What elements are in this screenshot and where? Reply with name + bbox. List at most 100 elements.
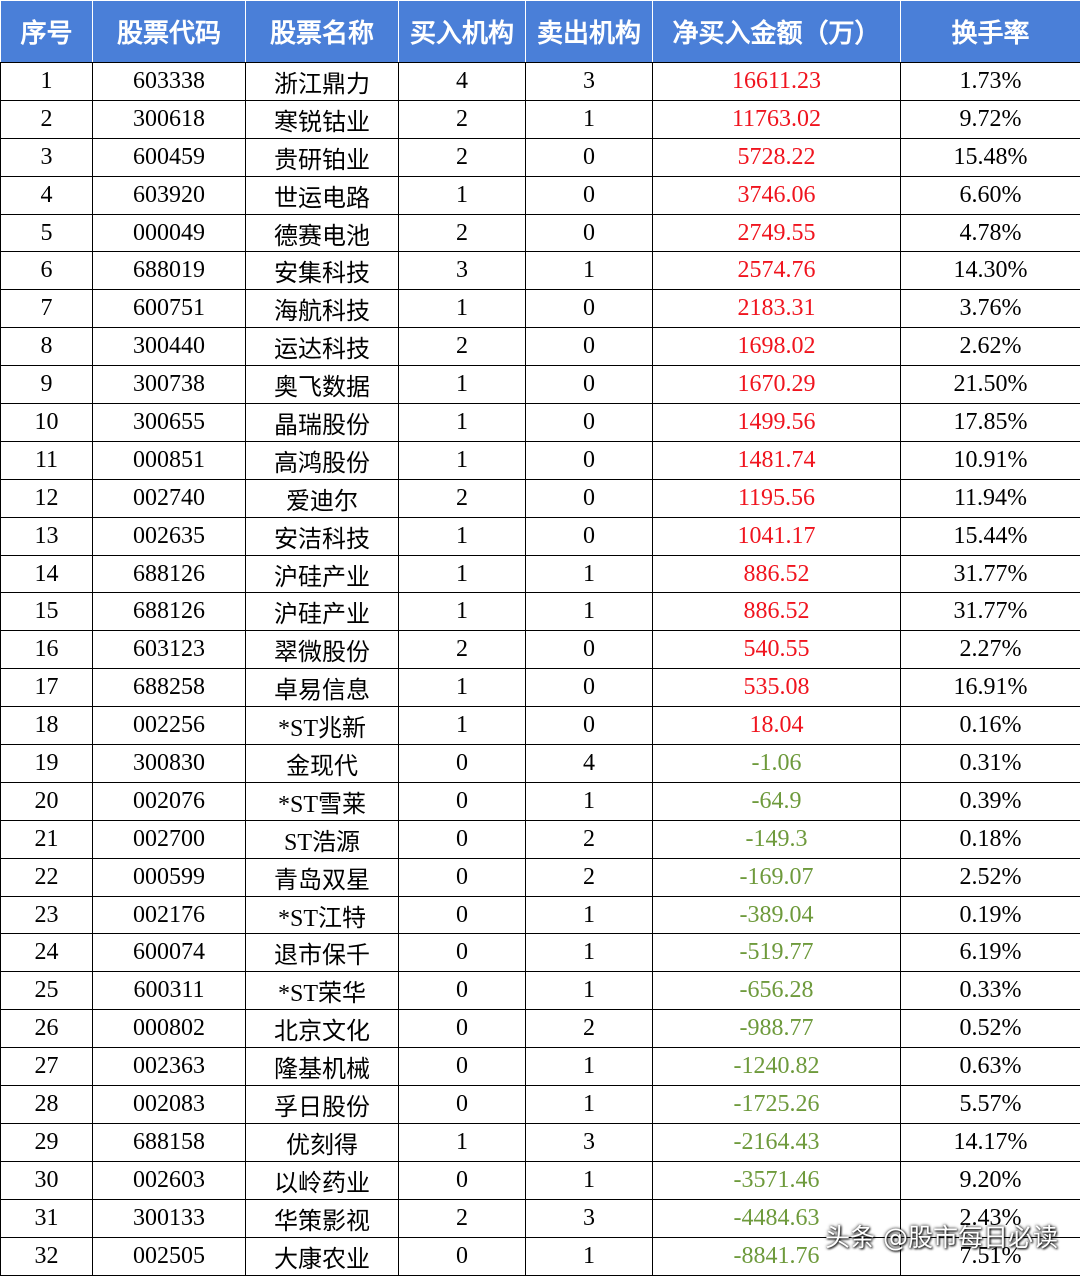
table-cell: 0.31% (900, 744, 1080, 783)
table-cell: *ST兆新 (245, 706, 399, 746)
header-row: 序号 股票代码 股票名称 买入机构 卖出机构 净买入金额（万） 换手率 (0, 0, 1080, 63)
table-cell: 7 (0, 289, 93, 329)
table-cell: 688126 (92, 554, 246, 594)
table-row: 26 000802 北京文化 0 2 -988.77 0.52% (0, 1009, 1080, 1049)
table-cell: 金现代 (245, 744, 399, 783)
table-cell: 4.78% (900, 213, 1080, 253)
table-cell: 孚日股份 (245, 1085, 399, 1124)
table-cell: 1 (525, 895, 653, 935)
header-cell: 卖出机构 (525, 0, 653, 63)
table-cell: 北京文化 (245, 1009, 399, 1049)
table-cell: 15.44% (900, 516, 1080, 556)
table-row: 10 300655 晶瑞股份 1 0 1499.56 17.85% (0, 403, 1080, 442)
table-cell: 19 (0, 744, 93, 783)
table-cell: 1 (398, 365, 526, 405)
table-cell: -656.28 (652, 971, 901, 1011)
table-cell: 1041.17 (652, 516, 901, 556)
table-cell: ST浩源 (245, 819, 399, 859)
table-cell: 德赛电池 (245, 213, 399, 253)
table-row: 18 002256 *ST兆新 1 0 18.04 0.16% (0, 706, 1080, 746)
table-cell: -1.06 (652, 744, 901, 783)
table-cell: 2 (398, 1198, 526, 1238)
table-cell: 0 (398, 1085, 526, 1124)
table-cell: 0 (398, 1009, 526, 1049)
table-cell: 2.52% (900, 857, 1080, 897)
table-cell: 世运电路 (245, 175, 399, 215)
table-cell: 18 (0, 706, 93, 746)
table-cell: 0 (525, 289, 653, 329)
table-cell: 1 (398, 554, 526, 594)
table-cell: 688019 (92, 251, 246, 291)
table-row: 7 600751 海航科技 1 0 2183.31 3.76% (0, 289, 1080, 329)
table-cell: 20 (0, 781, 93, 821)
table-cell: 7.51% (900, 1236, 1080, 1276)
table-cell: 奥飞数据 (245, 365, 399, 405)
table-cell: 25 (0, 971, 93, 1011)
table-cell: 0 (525, 668, 653, 708)
table-cell: *ST雪莱 (245, 781, 399, 821)
table-cell: 300738 (92, 365, 246, 405)
table-cell: -169.07 (652, 857, 901, 897)
table-row: 28 002083 孚日股份 0 1 -1725.26 5.57% (0, 1085, 1080, 1124)
table-cell: 15.48% (900, 137, 1080, 177)
table-cell: 000802 (92, 1009, 246, 1049)
table-cell: 2 (398, 478, 526, 518)
table-row: 11 000851 高鸿股份 1 0 1481.74 10.91% (0, 440, 1080, 480)
table-cell: 603338 (92, 62, 246, 101)
table-cell: 002740 (92, 478, 246, 518)
table-cell: -3571.46 (652, 1160, 901, 1200)
table-cell: 1 (525, 933, 653, 973)
table-cell: 17 (0, 668, 93, 708)
table-cell: 青岛双星 (245, 857, 399, 897)
table-cell: 2.27% (900, 630, 1080, 670)
table-cell: 华策影视 (245, 1198, 399, 1238)
table-cell: 0 (525, 137, 653, 177)
watermark: 头条 @股市每日必读 (825, 1223, 1058, 1252)
table-cell: -1725.26 (652, 1085, 901, 1124)
table-cell: -8841.76 (652, 1236, 901, 1276)
table-row: 4 603920 世运电路 1 0 3746.06 6.60% (0, 175, 1080, 215)
table-cell: 5 (0, 213, 93, 253)
table-cell: 21.50% (900, 365, 1080, 405)
table-cell: 翠微股份 (245, 630, 399, 670)
table-row: 21 002700 ST浩源 0 2 -149.3 0.18% (0, 819, 1080, 859)
table-cell: 2574.76 (652, 251, 901, 291)
table-cell: 13 (0, 516, 93, 556)
table-cell: 002603 (92, 1160, 246, 1200)
table-row: 8 300440 运达科技 2 0 1698.02 2.62% (0, 327, 1080, 367)
table-row: 3 600459 贵研铂业 2 0 5728.22 15.48% (0, 137, 1080, 177)
table-body: 1 603338 浙江鼎力 4 3 16611.23 1.73% 2 300618 寒锐钴业 2 1 1… (0, 62, 1080, 1276)
header-cell: 净买入金额（万） (652, 0, 901, 63)
table-row: 9 300738 奥飞数据 1 0 1670.29 21.50% (0, 365, 1080, 405)
table-cell: 002635 (92, 516, 246, 556)
table-cell: 6.19% (900, 933, 1080, 973)
table-cell: 600751 (92, 289, 246, 329)
table-cell: 4 (398, 62, 526, 101)
table-cell: 2.43% (900, 1198, 1080, 1238)
table-cell: 1 (398, 403, 526, 442)
table-cell: 1 (525, 592, 653, 632)
table-cell: 1 (525, 554, 653, 594)
table-cell: 2183.31 (652, 289, 901, 329)
table-cell: 17.85% (900, 403, 1080, 442)
table-cell: 优刻得 (245, 1122, 399, 1162)
table-cell: 300440 (92, 327, 246, 367)
table-cell: 晶瑞股份 (245, 403, 399, 442)
table-cell: 002083 (92, 1085, 246, 1124)
table-cell: 3 (0, 137, 93, 177)
table-cell: 2.62% (900, 327, 1080, 367)
table-cell: 26 (0, 1009, 93, 1049)
table-cell: 1 (525, 971, 653, 1011)
table-cell: 002505 (92, 1236, 246, 1276)
table-row: 1 603338 浙江鼎力 4 3 16611.23 1.73% (0, 62, 1080, 101)
table-cell: 0 (398, 1047, 526, 1087)
table-row: 25 600311 *ST荣华 0 1 -656.28 0.33% (0, 971, 1080, 1011)
table-cell: 以岭药业 (245, 1160, 399, 1200)
table-row: 32 002505 大康农业 0 1 -8841.76 7.51% (0, 1236, 1080, 1276)
table-cell: 30 (0, 1160, 93, 1200)
table-cell: 0 (398, 971, 526, 1011)
table-cell: 1 (525, 781, 653, 821)
table-cell: 沪硅产业 (245, 592, 399, 632)
table-cell: 1.73% (900, 62, 1080, 101)
